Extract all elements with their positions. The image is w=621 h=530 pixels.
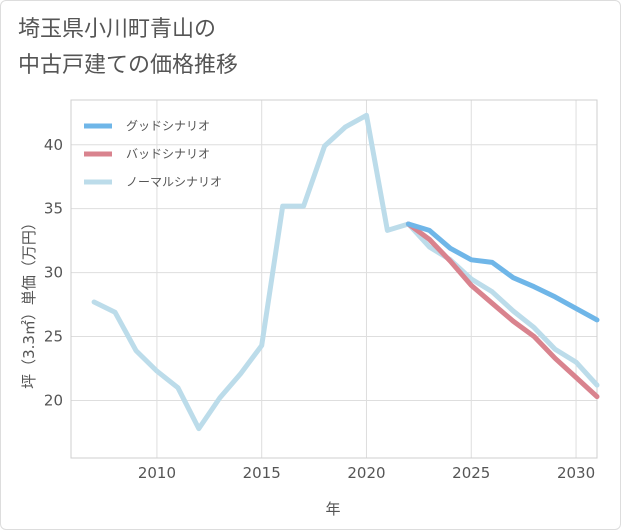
- y-tick-label: 30: [44, 264, 63, 282]
- series-line-2: [405, 221, 600, 400]
- y-axis-label: 坪（3.3㎡）単価（万円）: [20, 215, 38, 389]
- legend-label-2: バッドシナリオ: [126, 147, 210, 161]
- chart-title-line-2: 中古戸建ての価格推移: [18, 53, 239, 78]
- chart-title-line-1: 埼玉県小川町青山の: [18, 17, 217, 42]
- x-tick-label: 2010: [138, 464, 176, 482]
- series-line-3: [91, 112, 600, 432]
- chart-title: 埼玉県小川町青山の 中古戸建ての価格推移: [18, 12, 238, 84]
- x-tick-label: 2020: [347, 464, 385, 482]
- x-tick-label: 2015: [243, 464, 281, 482]
- series-lines: [91, 112, 600, 432]
- x-tick-label: 2030: [557, 464, 595, 482]
- legend-label-3: ノーマルシナリオ: [126, 175, 222, 189]
- legend-label-1: グッドシナリオ: [126, 119, 210, 133]
- grid-lines: [71, 100, 597, 458]
- plot-area-background: [71, 100, 597, 458]
- y-tick-label: 40: [44, 136, 63, 154]
- y-tick-label: 25: [44, 328, 63, 346]
- y-tick-label: 35: [44, 200, 63, 218]
- x-tick-label: 2025: [452, 464, 490, 482]
- x-axis-label: 年: [325, 500, 340, 518]
- plot-area-border: [70, 99, 598, 459]
- y-tick-label: 20: [44, 391, 63, 409]
- series-line-1: [405, 221, 600, 323]
